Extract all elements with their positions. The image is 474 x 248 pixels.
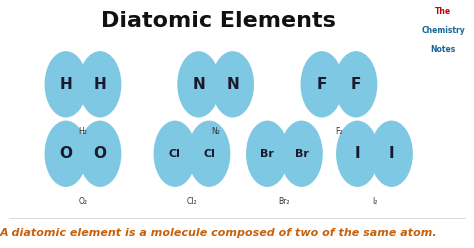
Text: A diatomic element is a molecule composed of two of the same atom.: A diatomic element is a molecule compose… xyxy=(0,228,437,238)
Text: O: O xyxy=(59,146,73,161)
Text: N: N xyxy=(192,77,205,92)
Ellipse shape xyxy=(246,121,289,187)
Ellipse shape xyxy=(188,121,230,187)
Ellipse shape xyxy=(280,121,323,187)
Text: Br₂: Br₂ xyxy=(279,197,290,206)
Text: H₂: H₂ xyxy=(79,127,87,136)
Text: Br: Br xyxy=(294,149,309,159)
Ellipse shape xyxy=(370,121,413,187)
Text: Notes: Notes xyxy=(430,45,456,54)
Text: O: O xyxy=(93,146,107,161)
Text: I: I xyxy=(389,146,394,161)
Ellipse shape xyxy=(301,51,343,118)
Ellipse shape xyxy=(177,51,220,118)
Text: F: F xyxy=(317,77,327,92)
Text: Br: Br xyxy=(260,149,274,159)
Ellipse shape xyxy=(45,121,87,187)
Text: Diatomic Elements: Diatomic Elements xyxy=(100,11,336,31)
Text: Cl₂: Cl₂ xyxy=(187,197,197,206)
Text: I₂: I₂ xyxy=(372,197,377,206)
Text: H: H xyxy=(94,77,106,92)
Text: H: H xyxy=(60,77,72,92)
Text: Chemistry: Chemistry xyxy=(421,26,465,35)
Ellipse shape xyxy=(154,121,196,187)
Text: I: I xyxy=(355,146,360,161)
Text: Cl: Cl xyxy=(169,149,181,159)
Text: F₂: F₂ xyxy=(335,127,343,136)
Ellipse shape xyxy=(45,51,87,118)
Text: N: N xyxy=(227,77,239,92)
Ellipse shape xyxy=(336,121,379,187)
Ellipse shape xyxy=(335,51,377,118)
Text: Cl: Cl xyxy=(203,149,215,159)
Text: N₂: N₂ xyxy=(211,127,220,136)
Ellipse shape xyxy=(79,51,121,118)
Text: O₂: O₂ xyxy=(79,197,87,206)
Text: F: F xyxy=(351,77,361,92)
Ellipse shape xyxy=(79,121,121,187)
Text: The: The xyxy=(435,7,451,16)
Ellipse shape xyxy=(211,51,254,118)
